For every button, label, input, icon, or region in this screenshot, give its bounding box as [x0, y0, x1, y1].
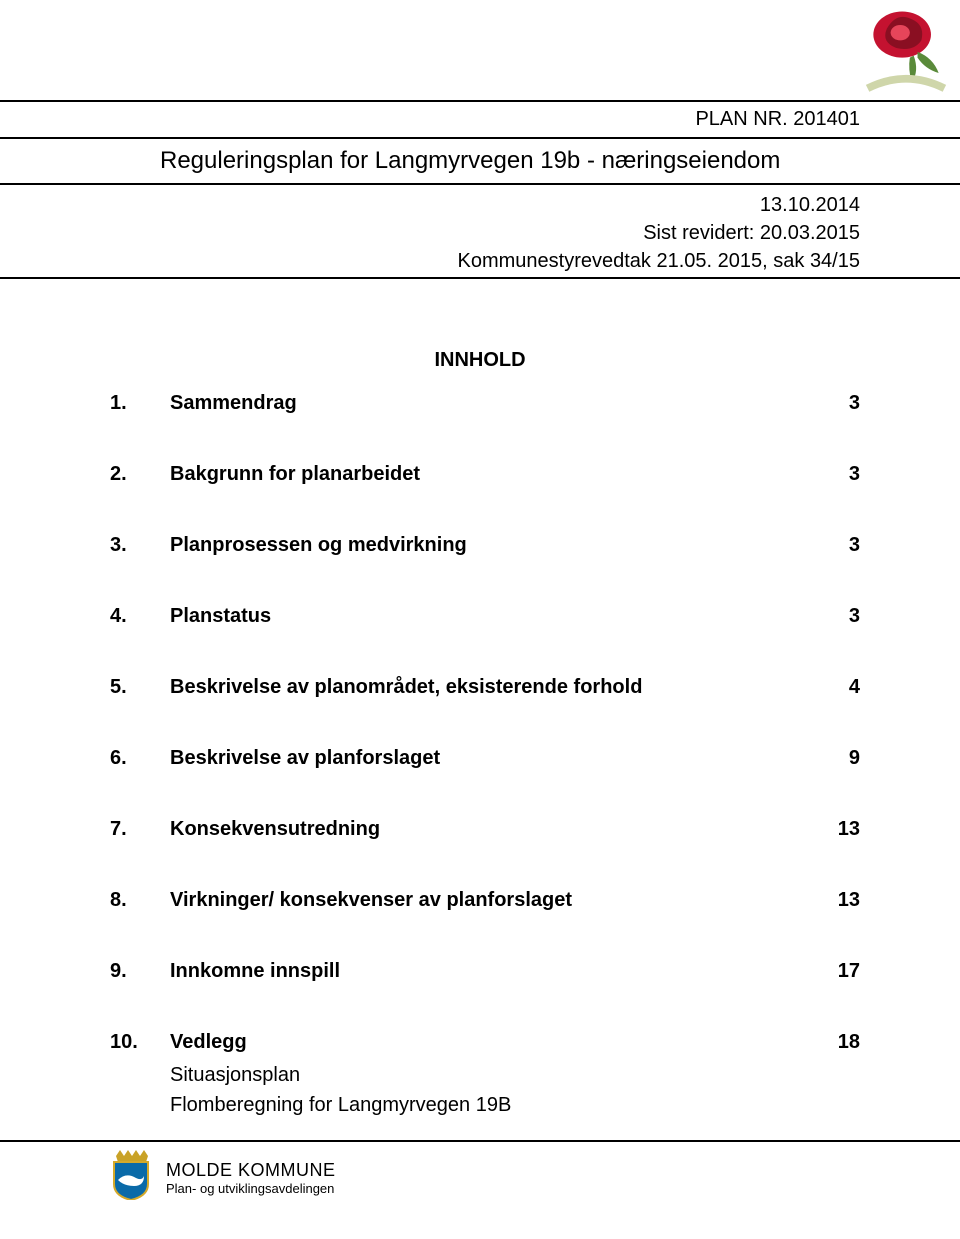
toc-page: 18	[810, 1031, 860, 1054]
toc-num: 8.	[110, 889, 170, 912]
toc-title: Planprosessen og medvirkning	[170, 534, 810, 557]
toc-page: 3	[810, 605, 860, 628]
table-of-contents: 1. Sammendrag 3 2. Bakgrunn for planarbe…	[0, 392, 960, 1054]
toc-title: Planstatus	[170, 605, 810, 628]
toc-row: 3. Planprosessen og medvirkning 3	[110, 534, 860, 557]
footer: MOLDE KOMMUNE Plan- og utviklingsavdelin…	[0, 1142, 960, 1213]
toc-vedlegg-sub: Situasjonsplan Flomberegning for Langmyr…	[0, 1060, 960, 1120]
toc-row: 9. Innkomne innspill 17	[110, 960, 860, 983]
meta-revised: Sist revidert: 20.03.2015	[0, 219, 860, 247]
plan-number: PLAN NR. 201401	[0, 102, 960, 137]
toc-num: 9.	[110, 960, 170, 983]
toc-num: 4.	[110, 605, 170, 628]
rule-3	[0, 277, 960, 279]
toc-row: 4. Planstatus 3	[110, 605, 860, 628]
toc-row: 5. Beskrivelse av planområdet, eksistere…	[110, 676, 860, 699]
toc-title: Konsekvensutredning	[170, 818, 810, 841]
toc-row: 10. Vedlegg 18	[110, 1031, 860, 1054]
toc-title: Beskrivelse av planforslaget	[170, 747, 810, 770]
toc-row: 2. Bakgrunn for planarbeidet 3	[110, 463, 860, 486]
vedlegg-sub-1: Situasjonsplan	[170, 1060, 960, 1090]
toc-page: 3	[810, 392, 860, 415]
toc-page: 3	[810, 534, 860, 557]
toc-page: 4	[810, 676, 860, 699]
meta-date: 13.10.2014	[0, 191, 860, 219]
toc-title: Bakgrunn for planarbeidet	[170, 463, 810, 486]
footer-text: MOLDE KOMMUNE Plan- og utviklingsavdelin…	[166, 1160, 336, 1196]
toc-page: 13	[810, 818, 860, 841]
toc-num: 2.	[110, 463, 170, 486]
toc-row: 8. Virkninger/ konsekvenser av planforsl…	[110, 889, 860, 912]
toc-num: 3.	[110, 534, 170, 557]
toc-title: Virkninger/ konsekvenser av planforslage…	[170, 889, 810, 912]
toc-row: 6. Beskrivelse av planforslaget 9	[110, 747, 860, 770]
toc-title: Vedlegg	[170, 1031, 810, 1054]
toc-row: 7. Konsekvensutredning 13	[110, 818, 860, 841]
rose-logo	[858, 0, 954, 96]
toc-page: 9	[810, 747, 860, 770]
toc-page: 13	[810, 889, 860, 912]
toc-num: 5.	[110, 676, 170, 699]
toc-num: 1.	[110, 392, 170, 415]
toc-title: Innkomne innspill	[170, 960, 810, 983]
footer-org: MOLDE KOMMUNE	[166, 1160, 336, 1181]
toc-num: 10.	[110, 1031, 170, 1054]
toc-num: 7.	[110, 818, 170, 841]
toc-row: 1. Sammendrag 3	[110, 392, 860, 415]
toc-heading: INNHOLD	[0, 349, 960, 372]
meta-vedtak: Kommunestyrevedtak 21.05. 2015, sak 34/1…	[0, 247, 860, 275]
toc-title: Beskrivelse av planområdet, eksisterende…	[170, 676, 810, 699]
toc-num: 6.	[110, 747, 170, 770]
toc-title: Sammendrag	[170, 392, 810, 415]
toc-page: 17	[810, 960, 860, 983]
document-meta: 13.10.2014 Sist revidert: 20.03.2015 Kom…	[0, 185, 960, 277]
footer-dept: Plan- og utviklingsavdelingen	[166, 1181, 336, 1196]
toc-page: 3	[810, 463, 860, 486]
vedlegg-sub-2: Flomberegning for Langmyrvegen 19B	[170, 1090, 960, 1120]
municipal-crest-icon	[110, 1150, 152, 1205]
document-title: Reguleringsplan for Langmyrvegen 19b - n…	[0, 139, 960, 183]
